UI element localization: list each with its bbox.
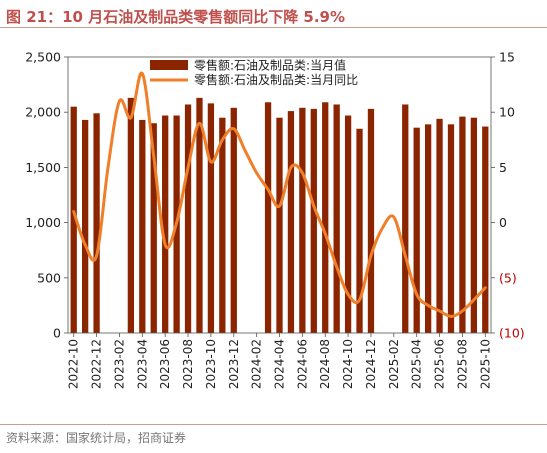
bar — [139, 119, 146, 333]
y-left-tick-label: 0 — [53, 326, 61, 341]
bar — [344, 115, 352, 334]
bar — [436, 118, 443, 333]
bar — [184, 104, 192, 333]
bar — [459, 116, 466, 333]
bar — [447, 124, 455, 334]
footer-divider — [0, 424, 547, 425]
legend-line-label: 零售额:石油及制品类:当月同比 — [194, 72, 358, 87]
x-tick-label: 2023-04 — [135, 339, 149, 389]
bar — [82, 119, 89, 333]
y-right-tick-label: (5) — [499, 270, 517, 285]
bar — [322, 102, 329, 333]
legend-bar-swatch — [150, 60, 188, 70]
source-note: 资料来源：国家统计局，招商证券 — [6, 431, 187, 445]
bar — [287, 111, 295, 333]
x-tick-label: 2024-06 — [295, 339, 309, 389]
y-right-tick-label: 5 — [499, 160, 507, 175]
x-tick-label: 2024-08 — [318, 339, 332, 389]
y-left-tick-label: 2,500 — [25, 50, 61, 65]
bar — [162, 115, 169, 334]
x-tick-label: 2025-10 — [478, 339, 492, 389]
y-left-tick-label: 1,000 — [25, 215, 61, 230]
x-tick-label: 2022-10 — [67, 339, 81, 389]
x-tick-label: 2024-02 — [250, 339, 264, 389]
bar — [367, 108, 375, 333]
y-left-tick-label: 1,500 — [25, 160, 61, 175]
title-divider — [0, 27, 547, 28]
chart-area: 0 500 1,000 1,500 2,000 2,500 (10) (5) 0 5 10 15 202… — [25, 50, 525, 390]
x-tick-label: 2025-04 — [410, 339, 424, 389]
x-tick-label: 2024-12 — [364, 339, 378, 389]
x-tick-label: 2023-08 — [181, 339, 195, 389]
yoy-line — [72, 71, 487, 318]
x-tick-label: 2025-06 — [433, 339, 447, 389]
y-left-tick-label: 500 — [37, 270, 61, 285]
bar — [299, 107, 306, 333]
y-right-tick-label: 0 — [499, 215, 507, 230]
bar — [219, 117, 226, 333]
x-tick-label: 2024-10 — [341, 339, 355, 389]
x-tick-label: 2025-08 — [455, 339, 469, 389]
bar — [127, 97, 135, 334]
bar — [402, 104, 409, 333]
bar — [264, 102, 272, 333]
x-tick-label: 2023-02 — [112, 339, 126, 389]
legend-bar-label: 零售额:石油及制品类:当月值 — [194, 58, 346, 73]
bar — [70, 106, 77, 334]
bar — [482, 126, 489, 333]
x-tick-label: 2025-02 — [387, 339, 401, 389]
bar — [424, 124, 432, 334]
x-tick-label: 2023-10 — [204, 339, 218, 389]
x-tick-label: 2023-12 — [227, 339, 241, 389]
x-tick-label: 2022-12 — [90, 339, 104, 389]
y-right-tick-label: 15 — [499, 50, 515, 65]
bar — [310, 108, 317, 333]
bar — [413, 127, 420, 333]
bar — [230, 107, 237, 333]
bar — [356, 128, 363, 333]
bar — [207, 103, 215, 333]
y-right-tick-label: (10) — [499, 326, 525, 341]
bar — [333, 104, 340, 333]
y-left-tick-label: 2,000 — [25, 105, 61, 120]
bar — [196, 97, 203, 334]
x-tick-label: 2023-06 — [158, 339, 172, 389]
bar — [470, 117, 477, 333]
chart-title: 图 21：10 月石油及制品类零售额同比下降 5.9% — [6, 8, 346, 26]
y-right-tick-label: 10 — [499, 105, 515, 120]
x-tick-label: 2024-04 — [273, 339, 287, 389]
bar — [93, 113, 100, 333]
bar — [276, 117, 283, 333]
bar — [150, 123, 157, 334]
